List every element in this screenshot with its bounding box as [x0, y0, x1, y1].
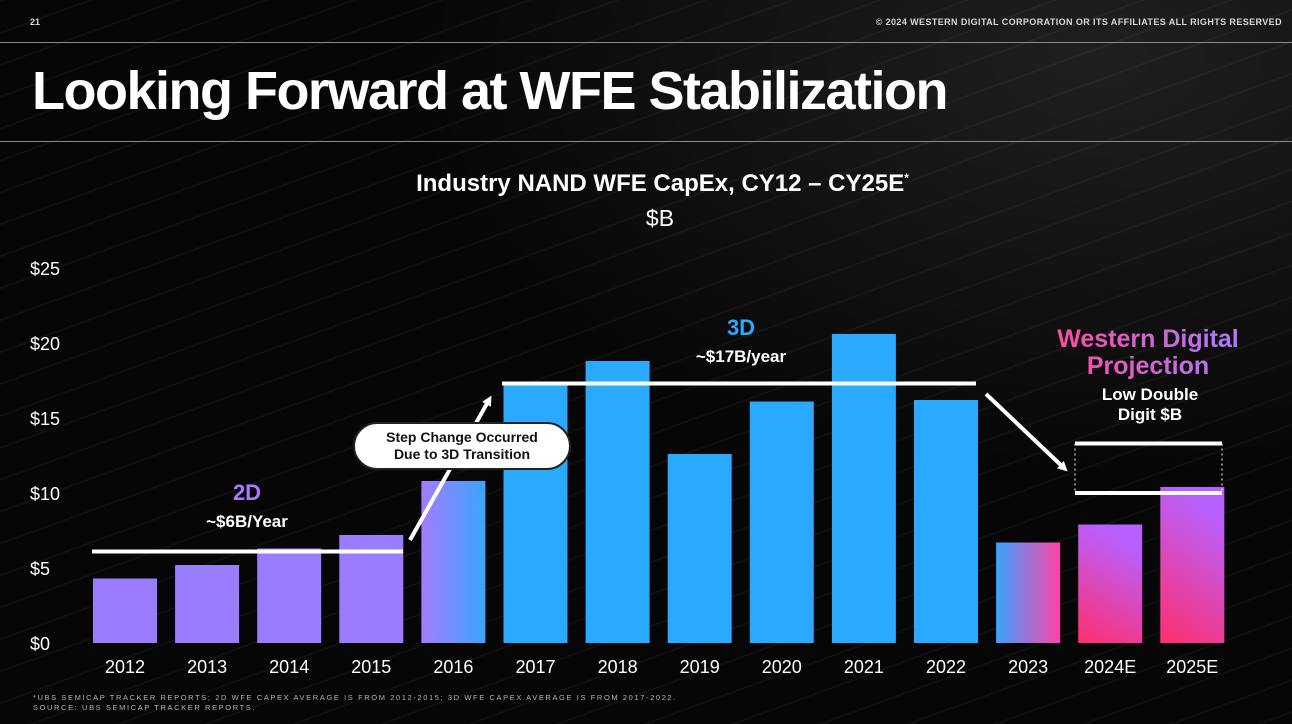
- y-tick-label: $20: [30, 334, 60, 354]
- bar-2019: [667, 454, 732, 643]
- bar-2023: [996, 542, 1061, 643]
- footnote: *UBS SEMICAP TRACKER REPORTS; 2D WFE CAP…: [33, 693, 677, 712]
- projection-arrow: [984, 392, 1068, 472]
- top-divider: [0, 42, 1292, 43]
- chart-title-footnote-mark: *: [904, 171, 909, 185]
- 2d-average-label: ~$6B/Year: [206, 512, 288, 531]
- x-tick-label: 2014: [269, 657, 309, 677]
- x-tick-label: 2020: [762, 657, 802, 677]
- x-tick-label: 2023: [1008, 657, 1048, 677]
- x-tick-label: 2022: [926, 657, 966, 677]
- y-tick-label: $0: [30, 634, 50, 654]
- bar-2014: [257, 548, 322, 643]
- x-tick-label: 2019: [680, 657, 720, 677]
- x-tick-label: 2025E: [1166, 657, 1218, 677]
- projection-title: Western Digital Projection: [1057, 325, 1239, 380]
- title-divider: [0, 141, 1292, 142]
- 3d-average-label: ~$17B/year: [696, 347, 787, 366]
- x-tick-label: 2012: [105, 657, 145, 677]
- chart-title: Industry NAND WFE CapEx, CY12 – CY25E*: [300, 170, 1025, 198]
- bar-2013: [175, 565, 240, 643]
- chart-title-text: Industry NAND WFE CapEx, CY12 – CY25E: [416, 170, 905, 197]
- step-change-callout: Step Change Occurred Due to 3D Transition: [386, 429, 538, 462]
- chart-subtitle: $B: [645, 205, 675, 231]
- page-title: Looking Forward at WFE Stabilization: [32, 61, 949, 121]
- bar-2024e: [1078, 524, 1143, 643]
- x-tick-label: 2021: [844, 657, 884, 677]
- bar-2012: [93, 578, 157, 643]
- y-tick-label: $10: [30, 484, 60, 504]
- bar-2016: [421, 481, 486, 643]
- x-tick-label: 2018: [598, 657, 638, 677]
- bar-2020: [749, 401, 814, 643]
- x-tick-label: 2015: [351, 657, 391, 677]
- x-tick-label: 2013: [187, 657, 227, 677]
- y-tick-label: $15: [30, 409, 60, 429]
- copyright-notice: © 2024 WESTERN DIGITAL CORPORATION OR IT…: [875, 17, 1282, 27]
- x-tick-label: 2016: [433, 657, 473, 677]
- 3d-label: 3D: [727, 315, 755, 340]
- bar-2025e: [1160, 487, 1225, 643]
- step-change-callout-box: [353, 422, 571, 470]
- x-tick-label: 2017: [515, 657, 555, 677]
- bar-2022: [914, 400, 978, 643]
- x-tick-label: 2024E: [1084, 657, 1136, 677]
- y-tick-label: $5: [30, 559, 50, 579]
- projection-subtitle: Low Double Digit $B: [1102, 385, 1198, 424]
- 2d-label: 2D: [233, 480, 261, 505]
- page-number: 21: [30, 17, 41, 27]
- y-tick-label: $25: [30, 259, 60, 279]
- bar-2018: [585, 361, 650, 643]
- bar-2021: [831, 334, 896, 643]
